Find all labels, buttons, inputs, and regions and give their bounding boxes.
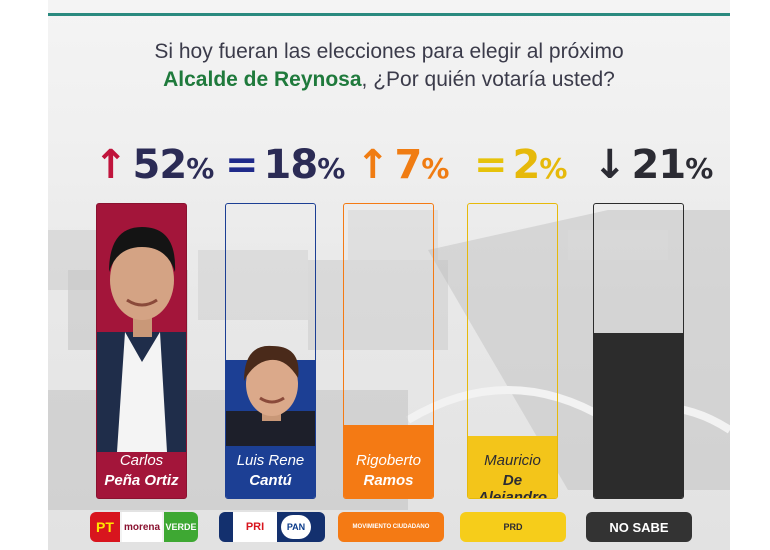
bar-mauricio: Mauricio De Alejandro — [467, 203, 558, 499]
trend-up-icon: ↑ — [356, 142, 390, 188]
percent-unit: % — [317, 152, 345, 185]
percent-label-mauricio: = 2% — [474, 142, 567, 192]
percent-unit: % — [421, 152, 449, 185]
mc-logo: MOVIMIENTO CIUDADANO — [352, 524, 430, 530]
bar-fill — [594, 333, 683, 498]
trend-up-icon: ↑ — [94, 142, 128, 188]
bar-luis: Luis Rene Cantú — [225, 203, 316, 499]
morena-logo: morena — [122, 512, 162, 542]
candidate-last-name: Ramos — [363, 472, 414, 489]
trend-down-icon: ↓ — [593, 142, 627, 188]
no-sabe-label: NO SABE — [609, 519, 669, 535]
bar-carlos: Carlos Peña Ortiz — [96, 203, 187, 499]
title-highlight: Alcalde de Reynosa — [163, 68, 362, 91]
percent-label-luis: = 18% — [225, 142, 345, 192]
percent-value: 21 — [631, 142, 687, 188]
percent-value: 52 — [132, 142, 188, 188]
candidate-last-name: Cantú — [249, 472, 292, 489]
trend-equal-icon: = — [474, 142, 508, 188]
trend-equal-icon: = — [225, 142, 259, 188]
party-logo-prd: PRD — [460, 512, 566, 542]
coalition-logo-pt-morena-verde: PT morena VERDE — [90, 512, 198, 542]
candidate-label: Rigoberto Ramos — [344, 444, 433, 498]
title-line-1: Si hoy fueran las elecciones para elegir… — [154, 40, 624, 63]
candidate-first-name: Mauricio — [484, 452, 541, 469]
candidate-label: Mauricio De Alejandro — [468, 444, 557, 498]
percent-unit: % — [685, 152, 713, 185]
coalition-logo-pri-pan: PRI PAN — [219, 512, 325, 542]
title-line-2: Alcalde de Reynosa, ¿Por quién votaría u… — [48, 68, 730, 92]
top-rule — [48, 13, 730, 16]
percent-value: 2 — [512, 142, 541, 188]
candidate-first-name: Rigoberto — [355, 452, 422, 469]
candidate-photo-luis — [226, 345, 315, 446]
candidate-photo-carlos — [97, 227, 186, 452]
bar-rigoberto: Rigoberto Ramos — [343, 203, 434, 499]
pri-logo: PRI — [233, 512, 277, 542]
percent-value: 7 — [394, 142, 423, 188]
verde-logo: VERDE — [164, 512, 198, 542]
title-line-2-rest: , ¿Por quién votaría usted? — [361, 68, 615, 91]
candidate-label: Luis Rene Cantú — [226, 444, 315, 498]
candidate-first-name: Luis Rene — [236, 452, 305, 469]
percent-label-carlos: ↑ 52% — [94, 142, 214, 192]
no-sabe-badge: NO SABE — [586, 512, 692, 542]
candidate-label: Carlos Peña Ortiz — [97, 444, 186, 498]
percent-label-rigoberto: ↑ 7% — [356, 142, 449, 192]
pan-logo: PAN — [281, 515, 311, 539]
party-logo-mc: MOVIMIENTO CIUDADANO — [338, 512, 444, 542]
percent-label-no-sabe: ↓ 21% — [593, 142, 713, 192]
bar-no-sabe — [593, 203, 684, 499]
percent-unit: % — [186, 152, 214, 185]
percent-unit: % — [539, 152, 567, 185]
percent-value: 18 — [263, 142, 319, 188]
bar-fill — [344, 424, 433, 498]
pt-logo: PT — [90, 512, 120, 542]
candidate-last-name: De Alejandro — [477, 472, 548, 499]
bar-fill — [468, 436, 557, 498]
candidate-last-name: Peña Ortiz — [104, 472, 179, 489]
prd-logo: PRD — [503, 522, 523, 532]
candidate-first-name: Carlos — [119, 452, 164, 469]
